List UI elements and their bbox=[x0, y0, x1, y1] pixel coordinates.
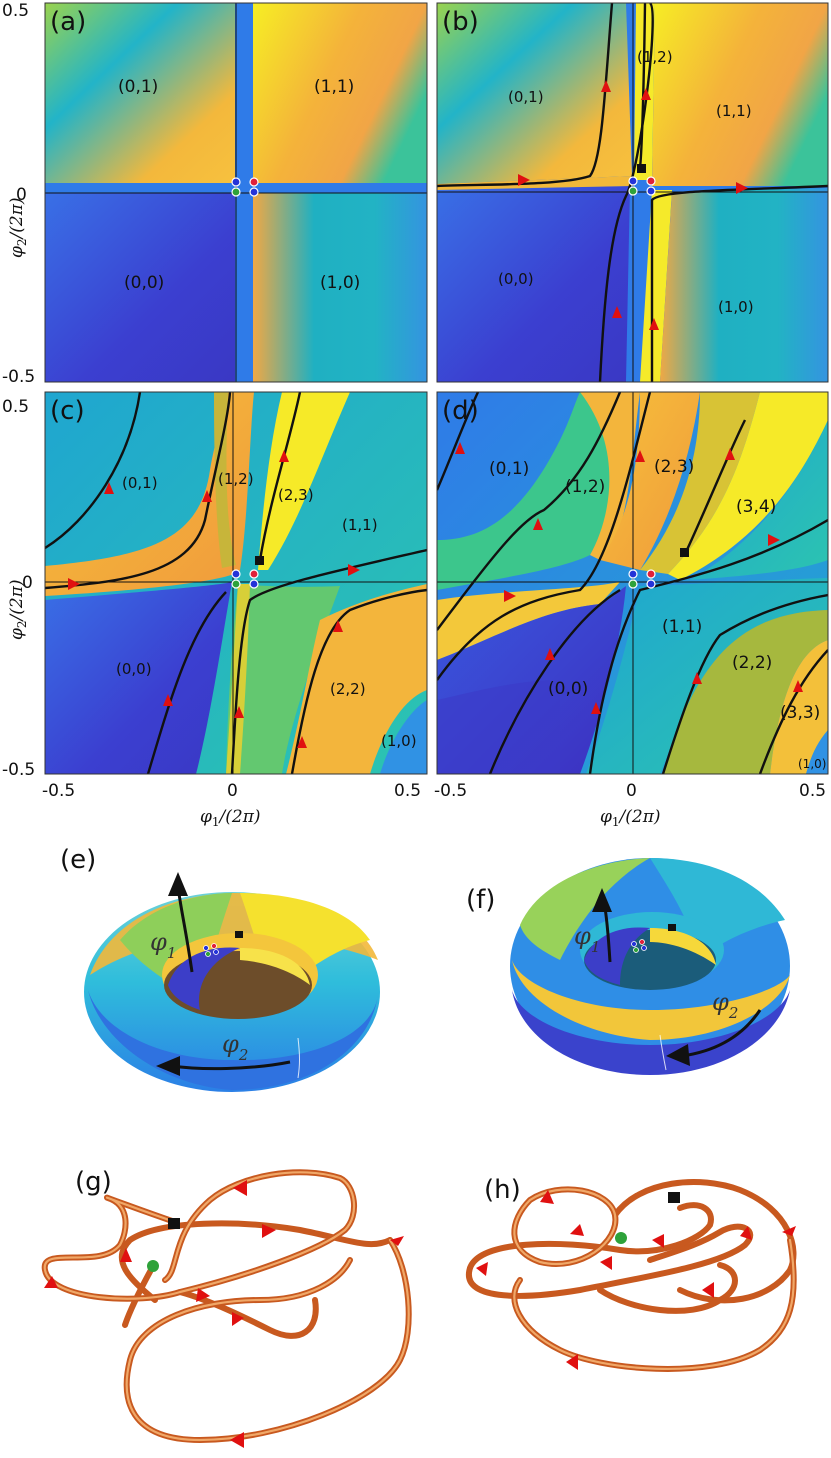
region-label: (1,1) bbox=[314, 77, 354, 97]
region-label: (0,0) bbox=[548, 679, 588, 699]
phi2-label: φ2 bbox=[222, 1030, 248, 1064]
phi1-label: φ1 bbox=[150, 928, 176, 962]
y-tick: 0.5 bbox=[2, 1, 29, 21]
svg-text:φ2/(2π): φ2/(2π) bbox=[7, 197, 29, 258]
region-label: (1,0) bbox=[381, 732, 417, 750]
y-axis-label: φ2/(2π) bbox=[7, 579, 29, 640]
region-label: (1,0) bbox=[718, 298, 754, 316]
x-tick: -0.5 bbox=[42, 781, 75, 801]
panel-label-c: (c) bbox=[50, 396, 85, 426]
x-axis-label: φ1/(2π) bbox=[200, 807, 261, 829]
phi1-label: φ1 bbox=[574, 922, 600, 956]
phi2-label: φ2 bbox=[712, 988, 738, 1022]
y-tick: -0.5 bbox=[2, 367, 35, 387]
region-label: (0,1) bbox=[508, 88, 544, 106]
x-tick: -0.5 bbox=[434, 781, 467, 801]
y-tick: 0.5 bbox=[2, 397, 29, 417]
x-axis-label: φ1/(2π) bbox=[600, 807, 661, 829]
torus-f: (f) φ1 φ2 bbox=[466, 858, 790, 1075]
panel-label-d: (d) bbox=[442, 396, 479, 426]
panel-label-a: (a) bbox=[50, 7, 86, 37]
y-axis-label: φ2/(2π) bbox=[7, 197, 29, 258]
region-label: (1,2) bbox=[637, 48, 673, 66]
y-tick: -0.5 bbox=[2, 760, 35, 780]
region-label: (0,1) bbox=[122, 474, 158, 492]
region-label: (0,0) bbox=[124, 273, 164, 293]
knot-h: (h) bbox=[465, 1175, 797, 1372]
panel-label-e: (e) bbox=[60, 845, 96, 875]
region-label: (1,1) bbox=[662, 617, 702, 637]
region-label: (0,1) bbox=[489, 459, 529, 479]
panel-label-h: (h) bbox=[484, 1175, 521, 1205]
region-label: (1,2) bbox=[565, 477, 605, 497]
region-label: (2,3) bbox=[654, 457, 694, 477]
region-label: (0,0) bbox=[498, 270, 534, 288]
panel-d bbox=[437, 392, 828, 774]
svg-text:φ2/(2π): φ2/(2π) bbox=[7, 579, 29, 640]
x-tick: 0.5 bbox=[394, 781, 421, 801]
region-label: (3,3) bbox=[780, 703, 820, 723]
x-tick: 0 bbox=[227, 781, 238, 801]
panel-label-b: (b) bbox=[442, 7, 479, 37]
panel-label-g: (g) bbox=[75, 1167, 112, 1197]
region-label: (1,0) bbox=[320, 273, 360, 293]
knot-g: (g) bbox=[41, 1167, 412, 1448]
panel-a bbox=[45, 3, 427, 382]
region-label: (0,1) bbox=[118, 77, 158, 97]
y-tick: 0 bbox=[16, 185, 27, 205]
torus-e: (e) φ1 φ2 bbox=[60, 845, 380, 1092]
x-tick: 0 bbox=[626, 781, 637, 801]
axes: 0.5 0 -0.5 0.5 0 -0.5 φ2/(2π) φ2/(2π) -0… bbox=[2, 1, 826, 829]
region-label: (2,2) bbox=[330, 680, 366, 698]
region-label: (2,3) bbox=[278, 486, 314, 504]
panel-c bbox=[45, 392, 427, 774]
region-label: (1,2) bbox=[218, 470, 254, 488]
region-label: (0,0) bbox=[116, 660, 152, 678]
x-tick: 0.5 bbox=[799, 781, 826, 801]
region-label: (1,1) bbox=[342, 516, 378, 534]
y-tick: 0 bbox=[22, 573, 33, 593]
region-label: (2,2) bbox=[732, 653, 772, 673]
panel-label-f: (f) bbox=[466, 885, 495, 915]
region-label: (1,0) bbox=[798, 757, 826, 771]
panel-b bbox=[437, 3, 828, 382]
region-label: (1,1) bbox=[716, 102, 752, 120]
region-label: (3,4) bbox=[736, 497, 776, 517]
